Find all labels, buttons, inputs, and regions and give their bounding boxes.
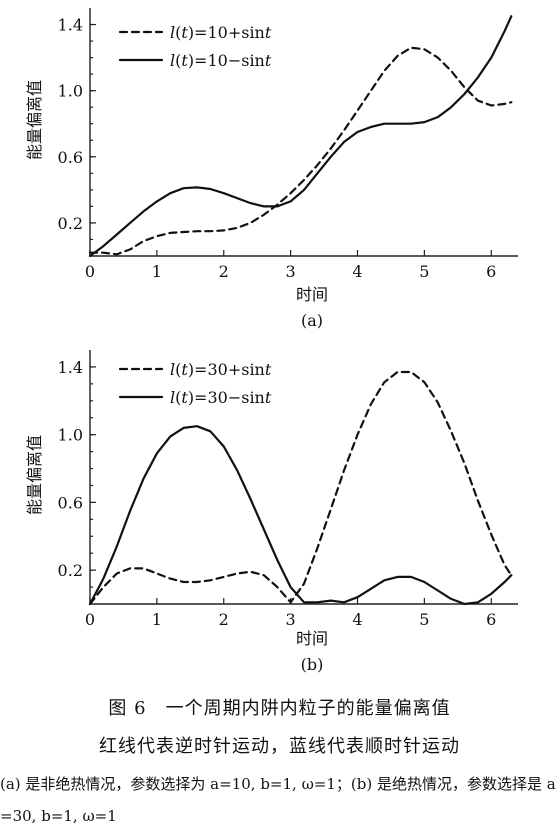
legend-text-part: (	[175, 388, 181, 407]
y-tick-label: 0.2	[58, 561, 83, 580]
legend-text-part: t	[265, 51, 272, 70]
legend-entry: l(t)=30+sint	[170, 360, 272, 379]
legend-entry: l(t)=10+sint	[170, 23, 272, 42]
legend-text-part: t	[181, 51, 188, 70]
x-tick-label: 2	[219, 610, 229, 629]
legend-text-part: t	[181, 360, 188, 379]
y-tick-label: 0.6	[58, 148, 83, 167]
legend-text-part: t	[265, 23, 272, 42]
x-tick-label: 4	[352, 262, 362, 281]
legend-text-part: l	[170, 51, 175, 70]
figure-caption-note: (a) 是非绝热情况，参数选择为 a=10, b=1, ω=1；(b) 是绝热情…	[0, 775, 556, 825]
series-line-minus-sin	[88, 15, 513, 258]
legend-text-part: )=30−sin	[188, 388, 265, 407]
y-tick-label: 1.4	[58, 16, 83, 35]
y-tick-label: 0.6	[58, 493, 83, 512]
y-axis-title: 能量偏离值	[25, 435, 44, 515]
x-tick-label: 5	[419, 610, 429, 629]
legend-text-part: t	[181, 388, 188, 407]
legend-text-part: )=10−sin	[188, 51, 265, 70]
legend-text-part: )=10+sin	[188, 23, 265, 42]
x-tick-label: 1	[152, 610, 162, 629]
legend-text-part: t	[181, 23, 188, 42]
panel-label: (b)	[301, 655, 324, 674]
legend-text-part: l	[170, 388, 175, 407]
legend-text-part: l	[170, 23, 175, 42]
legend-text-part: )=30+sin	[188, 360, 265, 379]
legend-text-part: t	[265, 388, 272, 407]
legend-entry: l(t)=10−sint	[170, 51, 272, 70]
panel-label: (a)	[301, 311, 323, 330]
x-axis-title: 时间	[296, 285, 328, 304]
y-axis-title: 能量偏离值	[25, 80, 44, 160]
x-tick-label: 5	[419, 262, 429, 281]
chart-panel-b: 0 1 2 3 4 5 60.20.61.01.4时间能量偏离值l(t)=30+sintl(…	[25, 350, 518, 674]
series-line-plus-sin	[88, 46, 513, 256]
chart-panel-a: 0 1 2 3 4 5 60.20.61.01.4时间能量偏离值l(t)=10+sintl(…	[25, 8, 518, 330]
series-line-minus-sin	[88, 425, 513, 606]
x-tick-label: 6	[486, 262, 496, 281]
y-tick-label: 1.0	[58, 82, 83, 101]
y-tick-label: 1.4	[58, 358, 83, 377]
legend-text-part: (	[175, 23, 181, 42]
x-tick-label: 3	[286, 610, 296, 629]
y-tick-label: 0.2	[58, 214, 83, 233]
figure-caption-subtitle: 红线代表逆时针运动，蓝线代表顺时针运动	[99, 736, 460, 757]
x-axis-title: 时间	[296, 629, 328, 648]
x-tick-label: 6	[486, 610, 496, 629]
figure-caption-title: 图 6 一个周期内阱内粒子的能量偏离值	[108, 698, 451, 719]
legend-entry: l(t)=30−sint	[170, 388, 272, 407]
x-tick-label: 1	[152, 262, 162, 281]
series-line-plus-sin	[88, 370, 513, 606]
legend-text-part: (	[175, 51, 181, 70]
legend-text-part: l	[170, 360, 175, 379]
x-tick-label: 0	[85, 610, 95, 629]
legend-text-part: (	[175, 360, 181, 379]
x-tick-label: 4	[352, 610, 362, 629]
x-tick-label: 2	[219, 262, 229, 281]
figure: 0 1 2 3 4 5 60.20.61.01.4时间能量偏离值l(t)=10+sintl(…	[25, 8, 518, 674]
y-tick-label: 1.0	[58, 426, 83, 445]
x-tick-label: 3	[286, 262, 296, 281]
x-tick-label: 0	[85, 262, 95, 281]
legend-text-part: t	[265, 360, 272, 379]
